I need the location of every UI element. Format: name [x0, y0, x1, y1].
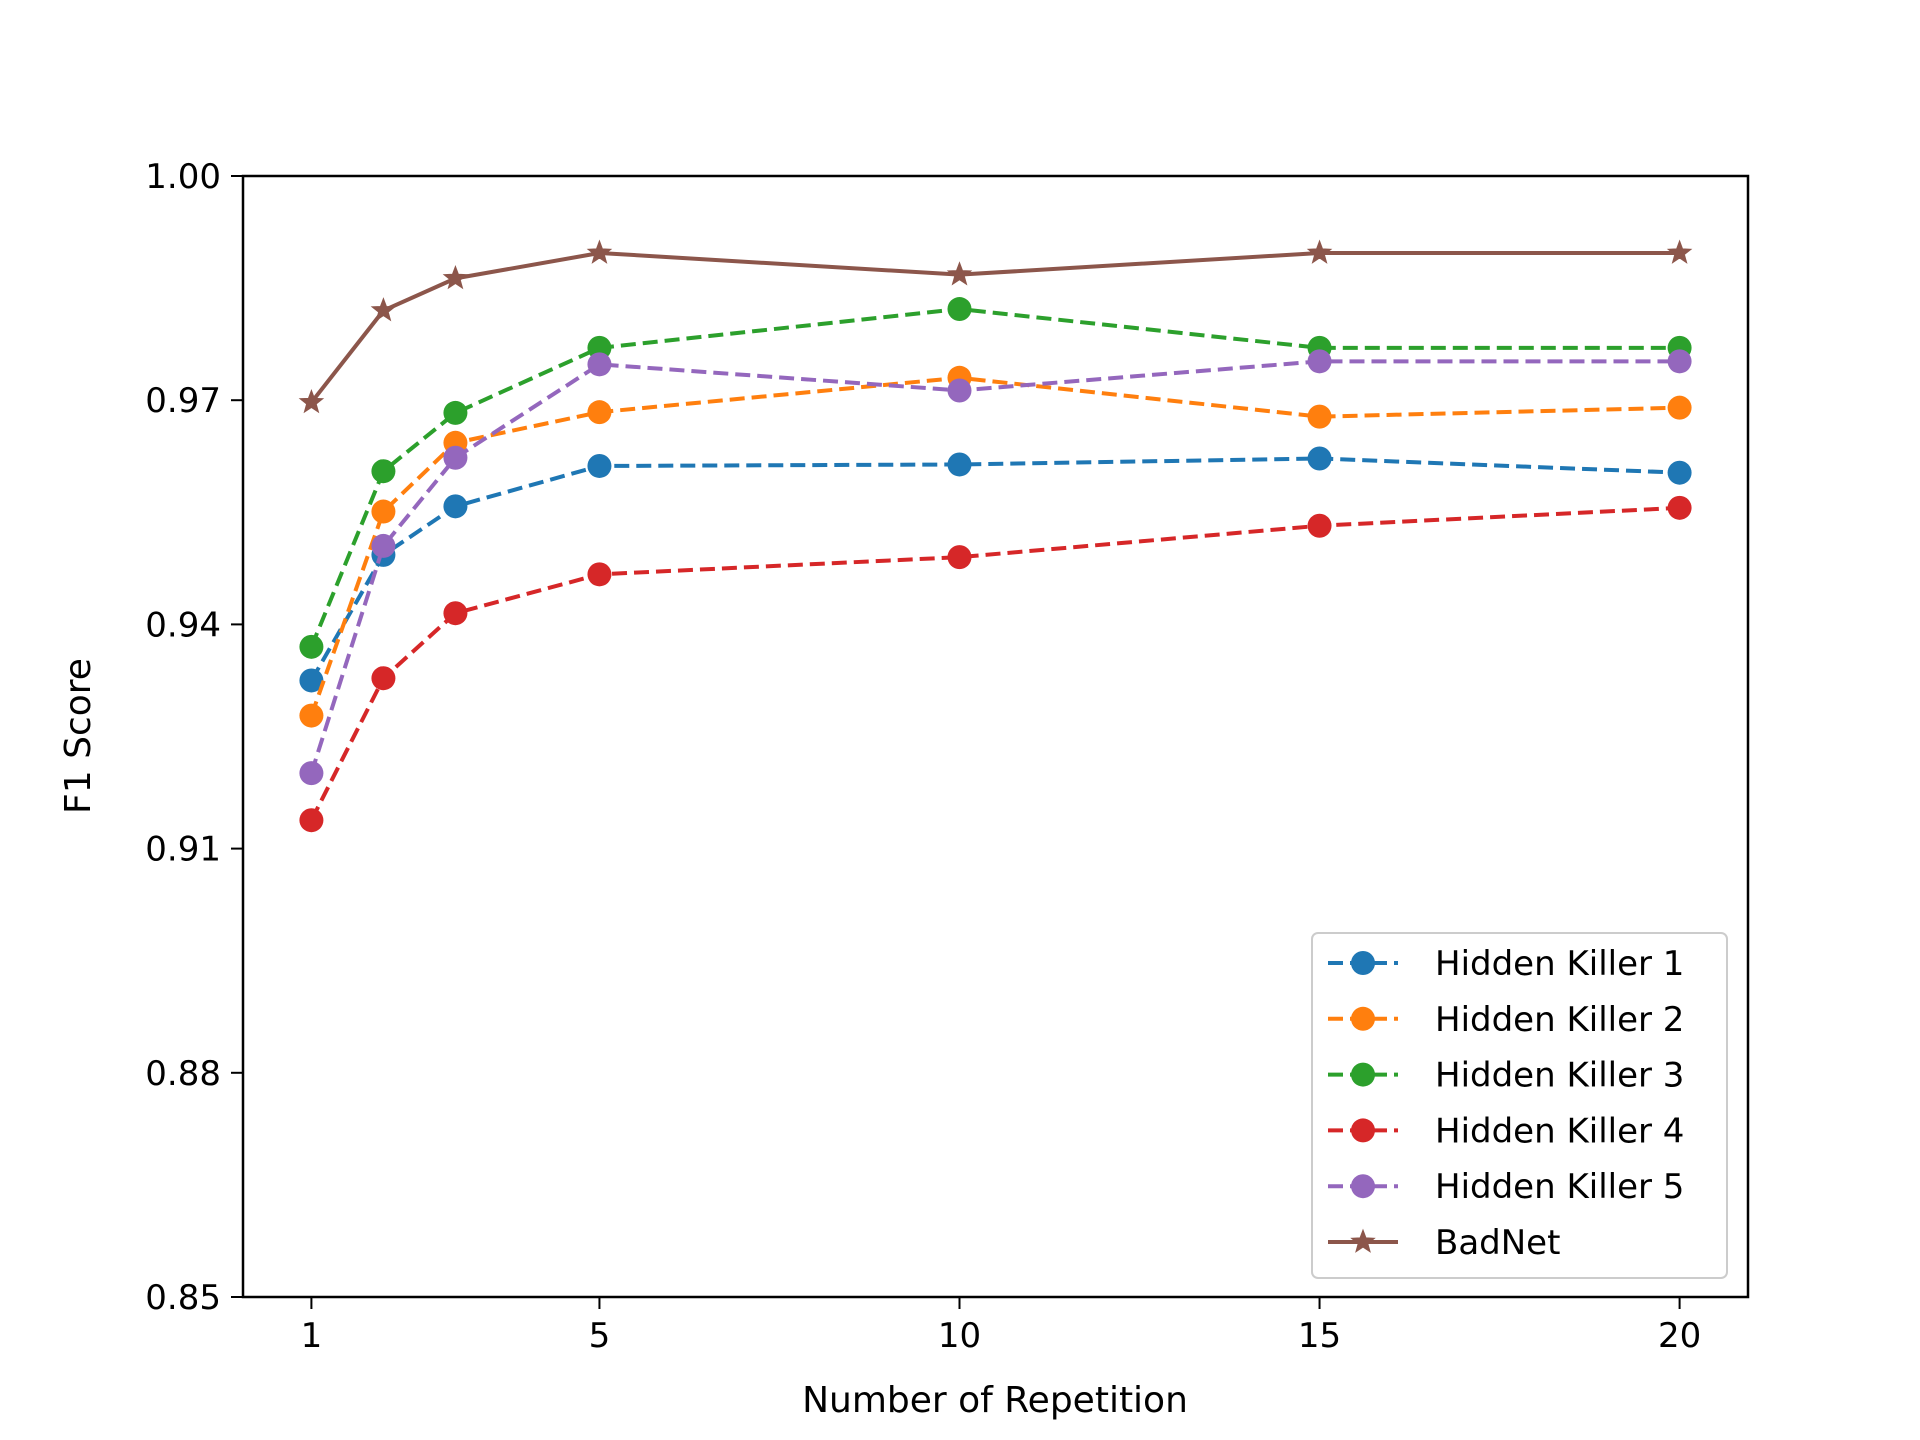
series-6: [300, 241, 1691, 412]
data-point: [947, 452, 971, 476]
x-axis-label: Number of Repetition: [802, 1380, 1188, 1421]
data-point: [587, 352, 611, 376]
legend-marker: [1351, 951, 1375, 975]
series-2: [299, 366, 1691, 728]
data-point: [443, 601, 467, 625]
data-point: [443, 446, 467, 470]
legend-label: Hidden Killer 4: [1435, 1111, 1684, 1151]
legend-marker: [1351, 1174, 1375, 1198]
y-axis-label: F1 Score: [58, 658, 99, 814]
data-point: [1668, 349, 1692, 373]
data-point: [371, 666, 395, 690]
data-point: [1308, 514, 1332, 538]
x-tick-label: 15: [1298, 1316, 1341, 1356]
data-point: [372, 299, 395, 321]
series-line: [311, 378, 1679, 716]
series-1: [299, 446, 1691, 692]
y-tick-label: 0.91: [145, 830, 221, 870]
data-point: [444, 266, 467, 288]
data-point: [1668, 496, 1692, 520]
data-point: [587, 400, 611, 424]
data-point: [947, 378, 971, 402]
series-4: [299, 496, 1691, 832]
series-line: [311, 458, 1679, 680]
y-tick-label: 0.97: [145, 381, 221, 421]
data-point: [299, 635, 323, 659]
legend-label: Hidden Killer 1: [1435, 944, 1684, 984]
data-point: [948, 263, 971, 285]
x-tick-label: 10: [938, 1316, 981, 1356]
y-tick-label: 0.94: [145, 605, 221, 645]
data-point: [1308, 446, 1332, 470]
data-point: [947, 545, 971, 569]
legend-label: Hidden Killer 2: [1435, 1000, 1684, 1040]
series-3: [299, 297, 1691, 659]
data-point: [371, 459, 395, 483]
data-point: [443, 401, 467, 425]
series-5: [299, 349, 1691, 785]
data-point: [299, 808, 323, 832]
data-point: [1308, 405, 1332, 429]
data-point: [371, 534, 395, 558]
data-point: [1668, 461, 1692, 485]
x-tick-label: 20: [1658, 1316, 1701, 1356]
legend: Hidden Killer 1 Hidden Killer 2 Hidden Kil…: [1312, 933, 1727, 1278]
legend-label: BadNet: [1435, 1223, 1560, 1263]
data-point: [371, 500, 395, 524]
x-tick-label: 1: [301, 1316, 323, 1356]
data-point: [587, 562, 611, 586]
legend-marker: [1351, 1118, 1375, 1142]
legend-label: Hidden Killer 3: [1435, 1056, 1684, 1096]
y-tick-label: 0.88: [145, 1054, 221, 1094]
data-point: [443, 494, 467, 518]
data-point: [1668, 241, 1691, 263]
data-point: [1668, 396, 1692, 420]
data-point: [1308, 349, 1332, 373]
legend-marker: [1351, 1063, 1375, 1087]
legend-marker: [1351, 1007, 1375, 1031]
series-line: [311, 361, 1679, 773]
data-point: [299, 704, 323, 728]
plot-marks: [299, 241, 1691, 832]
y-tick-label: 1.00: [145, 157, 221, 197]
series-line: [311, 508, 1679, 820]
legend-label: Hidden Killer 5: [1435, 1167, 1684, 1207]
x-tick-label: 5: [589, 1316, 611, 1356]
y-tick-label: 0.85: [145, 1278, 221, 1318]
data-point: [588, 241, 611, 263]
data-point: [1308, 241, 1331, 263]
data-point: [947, 297, 971, 321]
data-point: [587, 454, 611, 478]
data-point: [299, 761, 323, 785]
